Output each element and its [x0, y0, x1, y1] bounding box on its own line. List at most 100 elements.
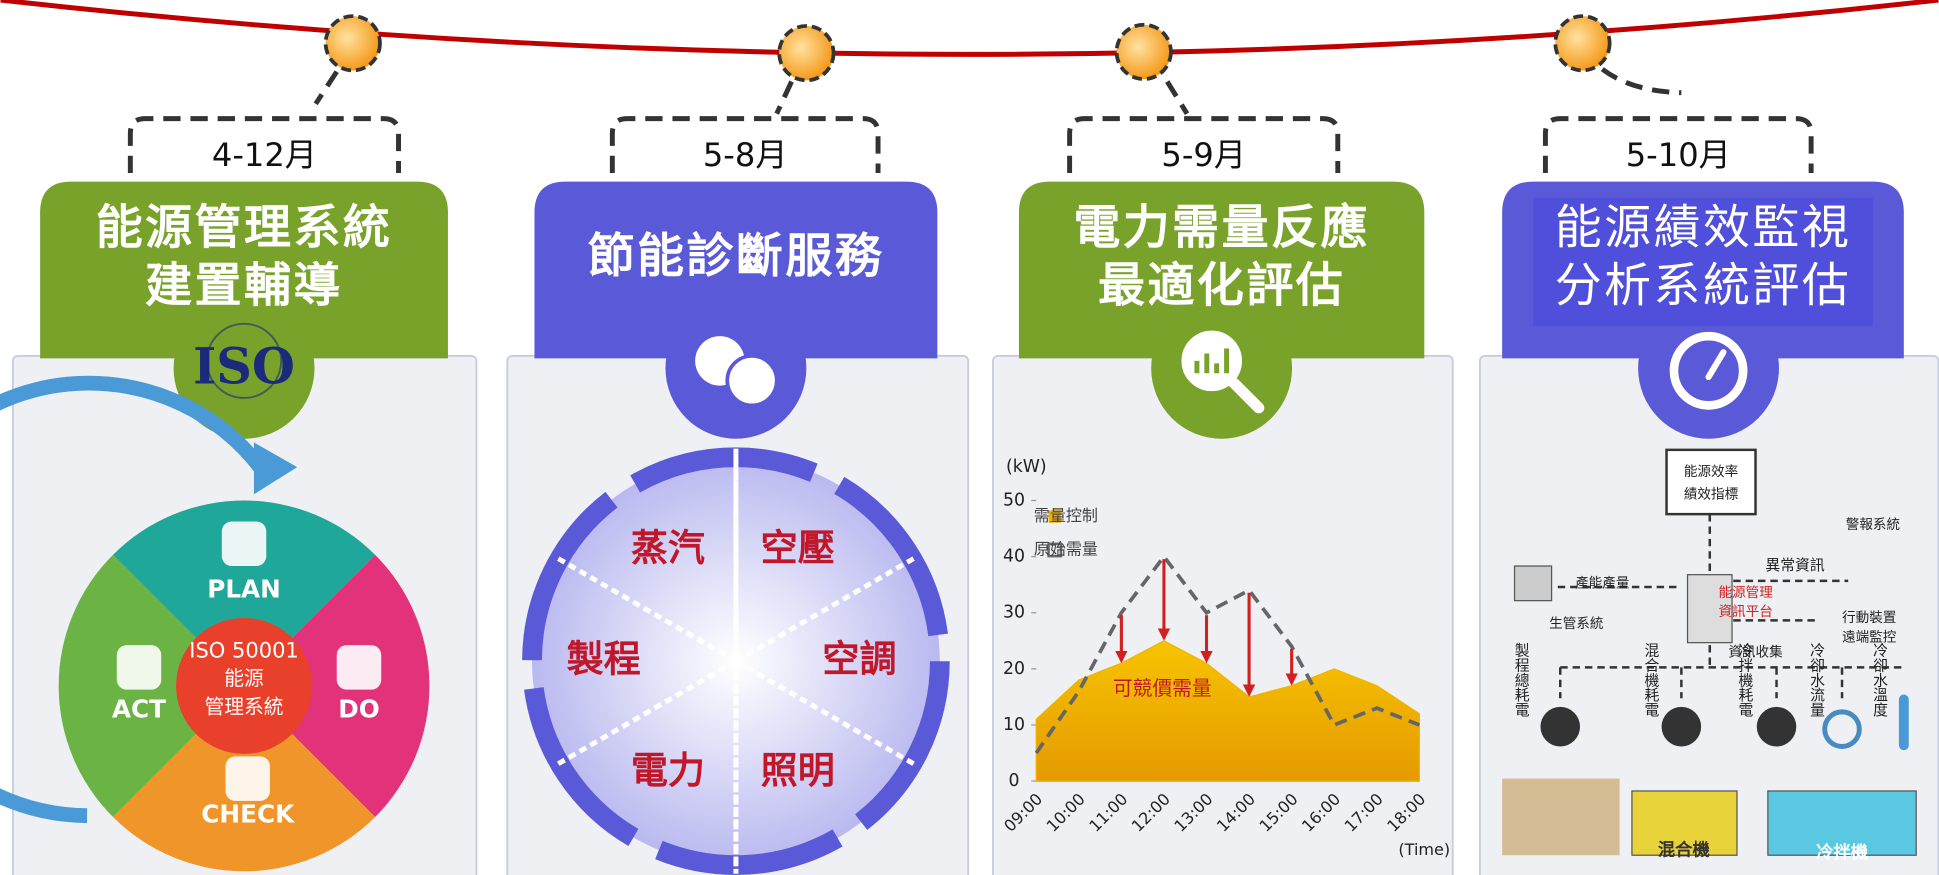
- label: 生管系統: [1549, 616, 1604, 632]
- label: ISO: [193, 337, 295, 395]
- label: 冷卻水流量: [1808, 643, 1825, 717]
- label: 最適化評估: [1098, 259, 1345, 314]
- meter: [1756, 706, 1797, 747]
- milestone: [323, 14, 382, 73]
- label: 50: [1003, 491, 1025, 511]
- label: 5-8月: [703, 136, 788, 174]
- label: 能源管理系統: [96, 201, 393, 256]
- label: 能源績效監視: [1555, 201, 1852, 256]
- label: DO: [338, 695, 380, 724]
- label: 蒸汽: [631, 526, 705, 569]
- timeline: [0, 0, 1939, 57]
- pc: [1513, 565, 1553, 602]
- thermometer: [1898, 694, 1909, 751]
- wheel-divider: [552, 554, 738, 664]
- label: 需量控制: [1034, 506, 1098, 525]
- label: 遠端監控: [1842, 629, 1897, 646]
- cycle-quadrant: [244, 554, 430, 817]
- label: 產能產量: [1575, 574, 1629, 591]
- coin: [725, 354, 779, 408]
- milestone: [1114, 22, 1173, 81]
- label: (kW): [1006, 457, 1047, 477]
- fan: [1822, 709, 1862, 749]
- label: 空調: [822, 638, 896, 681]
- label: CHECK: [201, 800, 295, 829]
- label: 資訊收集: [1728, 645, 1783, 661]
- label: 資訊平台: [1718, 604, 1772, 620]
- gauge-needle: [1705, 349, 1727, 381]
- icon-badge: [1638, 297, 1779, 439]
- step-icon: [225, 756, 270, 801]
- monitor: [1665, 448, 1757, 516]
- label: 混合機: [1658, 839, 1711, 860]
- legend-swatch: [1048, 510, 1061, 523]
- step-icon: [336, 645, 382, 690]
- label: 電力需量反應: [1073, 201, 1370, 256]
- label: 分析系統評估: [1555, 259, 1852, 314]
- meter: [1661, 706, 1702, 747]
- plant: [1502, 778, 1620, 856]
- label: 40: [1003, 547, 1025, 567]
- label: 照明: [761, 749, 835, 792]
- cycle-quadrant: [112, 500, 376, 686]
- links: [1557, 514, 1904, 699]
- label: 空壓: [761, 526, 835, 569]
- globe: [206, 322, 283, 399]
- label: 警報系統: [1846, 517, 1901, 533]
- label: 可競價需量: [1113, 677, 1212, 700]
- label: 冷拌機: [1816, 842, 1869, 863]
- machine: [1631, 790, 1738, 856]
- label: 5-10月: [1626, 136, 1731, 174]
- magnifier-chart: [1194, 348, 1230, 374]
- panel-tab: [534, 181, 938, 359]
- label: PLAN: [207, 575, 281, 604]
- magnifier-handle: [1228, 377, 1265, 414]
- label: (Time): [1398, 840, 1450, 859]
- label: 30: [1003, 603, 1025, 623]
- title-box: [1533, 197, 1873, 327]
- label: 10: [1003, 715, 1025, 735]
- label: 節能診斷服務: [588, 229, 885, 284]
- series-line: [1034, 553, 1421, 755]
- wheel-divider: [552, 659, 738, 769]
- label: 冷拌機耗電: [1736, 643, 1753, 717]
- step-icon: [116, 645, 162, 690]
- label: 原始需量: [1034, 539, 1098, 558]
- connector: [1165, 80, 1190, 115]
- legend-swatch: [1047, 542, 1063, 558]
- cycle-arrow-head: [253, 442, 298, 495]
- label: 建置輔導: [145, 259, 343, 314]
- connector: [313, 70, 339, 106]
- connector: [1600, 67, 1682, 96]
- label: 異常資訊: [1765, 557, 1824, 574]
- label: 管理系統: [205, 696, 284, 719]
- label: 能源管理: [1718, 585, 1773, 601]
- milestone: [777, 24, 836, 83]
- label: 績效指標: [1684, 486, 1739, 502]
- step-icon: [221, 521, 267, 567]
- label: 製程: [567, 638, 641, 681]
- label: 製程總耗電: [1513, 643, 1530, 717]
- cycle-arrow: [0, 375, 266, 824]
- label: ACT: [112, 695, 166, 724]
- panel-tab: [1018, 181, 1425, 359]
- meter: [1540, 706, 1581, 747]
- connector: [774, 80, 794, 115]
- label: 冷卻水溫度: [1871, 643, 1888, 717]
- label: 4-12月: [212, 136, 317, 174]
- label: ISO 50001: [189, 638, 299, 662]
- label: 20: [1003, 659, 1025, 679]
- wheel-divider: [734, 554, 920, 664]
- machine: [1767, 790, 1917, 856]
- server: [1686, 574, 1733, 644]
- milestone: [1553, 14, 1612, 73]
- label: 能源效率: [1684, 463, 1738, 480]
- cycle-center: [176, 617, 313, 754]
- wheel-divider: [734, 659, 920, 769]
- label: 5-9月: [1161, 136, 1246, 174]
- icon-badge: [173, 297, 315, 439]
- gauge: [1669, 331, 1748, 410]
- label: 行動裝置: [1842, 610, 1896, 626]
- panel-tab: [40, 181, 448, 359]
